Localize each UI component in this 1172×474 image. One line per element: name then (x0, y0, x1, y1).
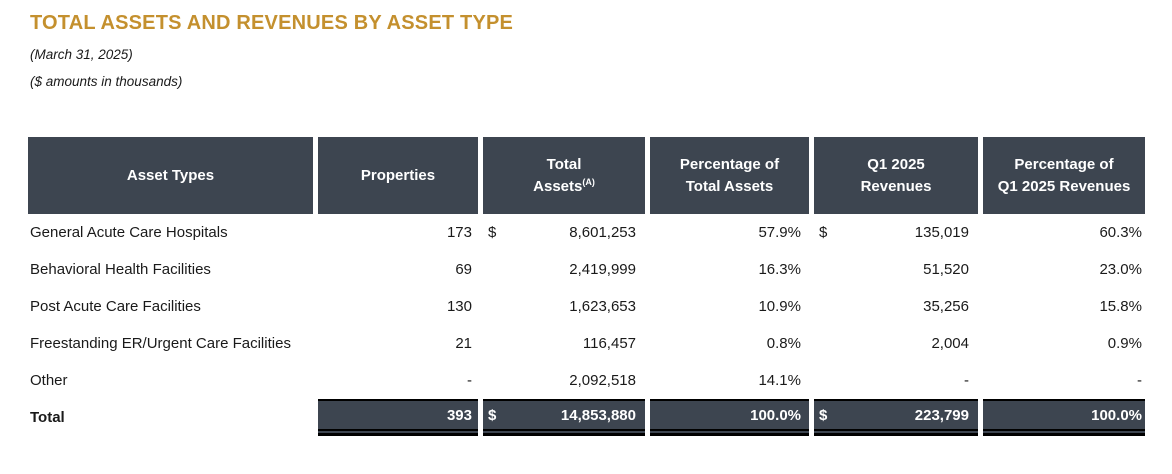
header-q1-revenues: Q1 2025 Revenues (814, 137, 978, 214)
cell-pct-total-assets: 16.3% (758, 261, 801, 278)
cell-properties: 173 (446, 224, 472, 241)
currency-symbol: $ (819, 224, 828, 241)
cell-q1-revenues: $ 135,019 (814, 224, 978, 241)
cell-total-assets: 2,092,518 (483, 372, 645, 389)
header-pct-total-assets: Percentage of Total Assets (650, 137, 809, 214)
header-pct-q1-revenues: Percentage of Q1 2025 Revenues (983, 137, 1145, 214)
cell-pct-total-assets: 0.8% (766, 335, 801, 352)
cell-q1-revenues-value: 51,520 (923, 261, 969, 278)
table-row: Freestanding ER/Urgent Care Facilities 2… (28, 325, 1145, 362)
cell-total-assets-value: 1,623,653 (569, 298, 636, 315)
total-properties: 393 (318, 399, 478, 436)
cell-total-assets-value: 2,092,518 (569, 372, 636, 389)
cell-properties: 130 (446, 298, 472, 315)
header-total-assets: Total Assets(A) (483, 137, 645, 214)
cell-q1-revenues: 2,004 (814, 335, 978, 352)
cell-total-assets-value: 2,419,999 (569, 261, 636, 278)
asset-type-table: Asset Types Properties Total Assets(A) P… (28, 137, 1145, 436)
table-row: Behavioral Health Facilities 69 2,419,99… (28, 251, 1145, 288)
table-row: General Acute Care Hospitals 173 $ 8,601… (28, 214, 1145, 251)
cell-asset-type: Behavioral Health Facilities (30, 261, 211, 278)
cell-total-assets-value: 8,601,253 (569, 224, 636, 241)
total-total-assets: $ 14,853,880 (483, 399, 645, 436)
header-total-assets-word: Assets (533, 177, 583, 195)
total-label: Total (30, 409, 65, 426)
header-properties: Properties (318, 137, 478, 214)
header-pct-q1-revenues-line1: Percentage of (1014, 155, 1114, 173)
header-q1-revenues-line1: Q1 2025 (867, 155, 925, 173)
table-row: Other - 2,092,518 14.1% - - (28, 362, 1145, 399)
cell-q1-revenues: - (814, 372, 978, 389)
page-title: TOTAL ASSETS AND REVENUES BY ASSET TYPE (30, 12, 514, 34)
cell-asset-type: Freestanding ER/Urgent Care Facilities (30, 335, 291, 352)
cell-total-assets: 2,419,999 (483, 261, 645, 278)
header-asset-types: Asset Types (28, 137, 313, 214)
cell-q1-revenues-value: - (964, 372, 969, 389)
total-q1-revenues-value: 223,799 (914, 406, 969, 424)
table-total-row: Total 393 $ 14,853,880 100.0% $ 223,799 … (28, 399, 1145, 436)
header-pct-total-assets-line2: Total Assets (685, 177, 774, 195)
currency-symbol: $ (488, 224, 497, 241)
currency-symbol: $ (819, 406, 828, 424)
cell-properties: 21 (455, 335, 472, 352)
cell-pct-q1-revenues: 15.8% (1099, 298, 1142, 315)
cell-q1-revenues: 51,520 (814, 261, 978, 278)
cell-total-assets: 1,623,653 (483, 298, 645, 315)
currency-symbol: $ (488, 406, 497, 424)
subtitle-date: (March 31, 2025) (30, 47, 133, 62)
header-pct-q1-revenues-line2: Q1 2025 Revenues (997, 177, 1131, 195)
cell-pct-q1-revenues: 23.0% (1099, 261, 1142, 278)
cell-pct-q1-revenues: 0.9% (1107, 335, 1142, 352)
cell-q1-revenues-value: 135,019 (914, 224, 969, 241)
cell-asset-type: Other (30, 372, 68, 389)
total-total-assets-value: 14,853,880 (560, 406, 636, 424)
cell-properties: - (467, 372, 472, 389)
header-q1-revenues-line2: Revenues (860, 177, 932, 195)
cell-total-assets: $ 8,601,253 (483, 224, 645, 241)
cell-properties: 69 (455, 261, 472, 278)
footnote-superscript: (A) (582, 176, 595, 187)
cell-q1-revenues: 35,256 (814, 298, 978, 315)
total-q1-revenues: $ 223,799 (814, 399, 978, 436)
cell-pct-total-assets: 10.9% (758, 298, 801, 315)
cell-pct-total-assets: 14.1% (758, 372, 801, 389)
cell-q1-revenues-value: 35,256 (923, 298, 969, 315)
total-pct-q1-revenues: 100.0% (983, 399, 1145, 436)
cell-pct-q1-revenues: 60.3% (1099, 224, 1142, 241)
subtitle-units: ($ amounts in thousands) (30, 74, 183, 89)
header-total-assets-line2: Assets(A) (533, 176, 595, 198)
cell-total-assets-value: 116,457 (582, 335, 636, 352)
cell-total-assets: 116,457 (483, 335, 645, 352)
cell-asset-type: Post Acute Care Facilities (30, 298, 201, 315)
header-pct-total-assets-line1: Percentage of (679, 155, 780, 173)
cell-pct-total-assets: 57.9% (758, 224, 801, 241)
table-row: Post Acute Care Facilities 130 1,623,653… (28, 288, 1145, 325)
header-total-assets-line1: Total (546, 155, 582, 173)
total-pct-total-assets: 100.0% (650, 399, 809, 436)
cell-pct-q1-revenues: - (1137, 372, 1142, 389)
table-header-row: Asset Types Properties Total Assets(A) P… (28, 137, 1145, 214)
cell-q1-revenues-value: 2,004 (931, 335, 969, 352)
cell-asset-type: General Acute Care Hospitals (30, 224, 228, 241)
